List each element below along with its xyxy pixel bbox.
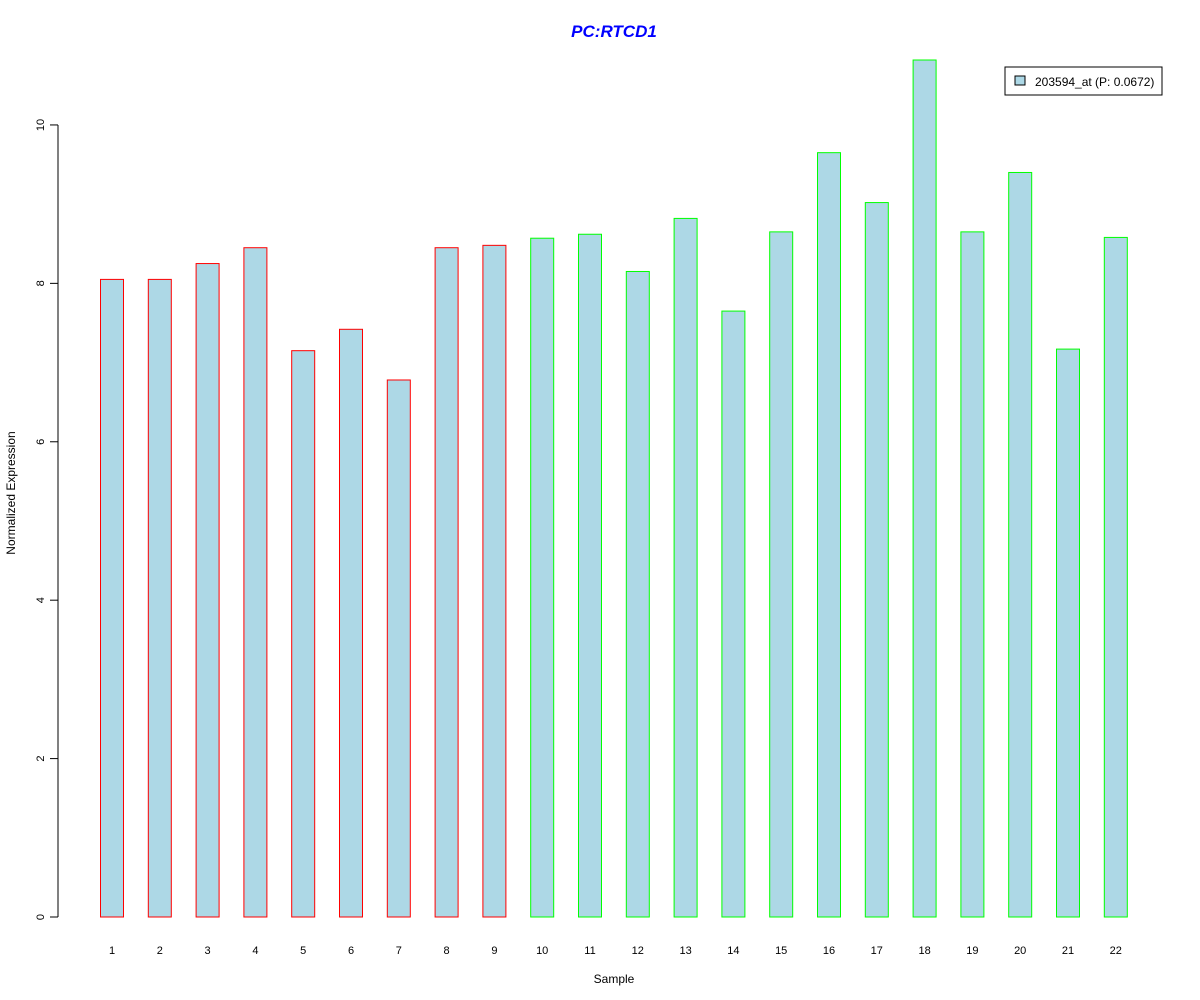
bar xyxy=(386,379,411,918)
y-tick-label: 8 xyxy=(35,280,47,286)
bar xyxy=(625,270,650,918)
legend-label: 203594_at (P: 0.0672) xyxy=(1035,75,1154,89)
y-tick-label: 2 xyxy=(35,756,47,762)
x-tick-label: 1 xyxy=(109,945,115,957)
bar xyxy=(960,231,985,918)
x-tick-label: 8 xyxy=(444,945,450,957)
x-tick-label: 15 xyxy=(775,945,787,957)
y-tick-label: 10 xyxy=(35,119,47,131)
bar xyxy=(721,310,746,918)
y-tick-label: 6 xyxy=(35,439,47,445)
x-tick-label: 3 xyxy=(205,945,211,957)
x-axis-label: Sample xyxy=(594,972,635,986)
y-axis-label: Normalized Expression xyxy=(4,431,18,554)
bar xyxy=(769,231,794,918)
x-tick-label: 20 xyxy=(1014,945,1026,957)
bar xyxy=(817,152,841,918)
bar xyxy=(530,237,555,918)
bar xyxy=(243,247,268,918)
x-tick-label: 10 xyxy=(536,945,548,957)
x-tick-label: 7 xyxy=(396,945,402,957)
x-tick-label: 4 xyxy=(252,945,258,957)
legend-box xyxy=(1004,66,1163,96)
bar xyxy=(100,278,124,918)
bar xyxy=(864,202,889,918)
x-tick-label: 6 xyxy=(348,945,354,957)
x-tick-label: 2 xyxy=(157,945,163,957)
chart-title: PC:RTCD1 xyxy=(571,22,657,41)
x-tick-label: 22 xyxy=(1110,945,1122,957)
x-tick-label: 5 xyxy=(300,945,306,957)
legend: 203594_at (P: 0.0672) xyxy=(1004,66,1163,96)
bar xyxy=(147,278,172,918)
x-tick-label: 19 xyxy=(966,945,978,957)
x-tick-labels: 1 2 3 4 5 6 7 8 9 10 11 12 13 14 15 16 17 18 19 20 21 22 xyxy=(109,945,1122,957)
bar xyxy=(578,233,602,918)
bar xyxy=(339,328,363,918)
y-tick-label: 0 xyxy=(35,914,47,920)
bar xyxy=(291,350,316,918)
y-axis: 0 2 4 6 8 10 xyxy=(35,119,59,920)
bar xyxy=(1056,348,1080,918)
bar xyxy=(434,247,459,918)
x-tick-label: 11 xyxy=(584,945,595,957)
x-tick-label: 17 xyxy=(871,945,883,957)
bar xyxy=(482,244,507,918)
bar xyxy=(1008,171,1033,918)
x-tick-label: 13 xyxy=(679,945,691,957)
bar xyxy=(912,59,937,918)
x-tick-label: 9 xyxy=(491,945,497,957)
x-tick-label: 16 xyxy=(823,945,835,957)
bar xyxy=(1103,236,1128,918)
x-tick-label: 18 xyxy=(918,945,930,957)
x-tick-label: 21 xyxy=(1062,945,1074,957)
x-tick-label: 12 xyxy=(632,945,644,957)
legend-swatch xyxy=(1014,75,1026,86)
y-tick-label: 4 xyxy=(35,597,47,603)
bar xyxy=(673,217,698,918)
bars xyxy=(100,59,1128,918)
bar xyxy=(195,263,220,918)
x-tick-label: 14 xyxy=(727,945,739,957)
